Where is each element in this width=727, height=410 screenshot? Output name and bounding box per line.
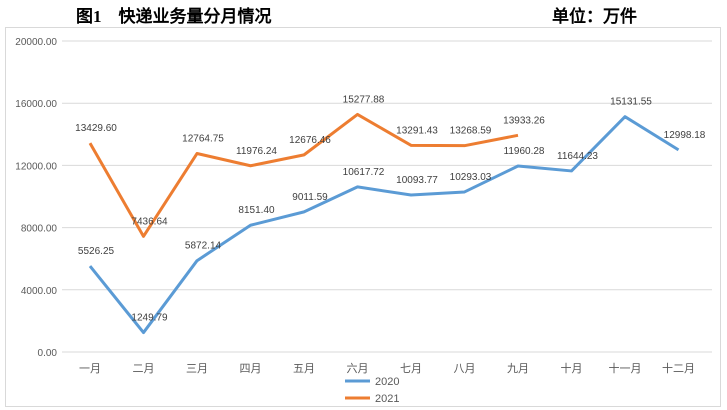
series-line-2020 xyxy=(88,115,680,335)
data-label: 12998.18 xyxy=(664,130,706,141)
x-tick-label: 二月 xyxy=(133,363,155,375)
x-tick-label: 十二月 xyxy=(662,361,695,375)
y-tick-label: 0.00 xyxy=(38,348,58,359)
data-label: 9011.59 xyxy=(292,192,328,203)
y-tick-label: 16000.00 xyxy=(15,99,57,110)
data-label: 13429.60 xyxy=(75,123,117,134)
data-label: 13933.26 xyxy=(503,115,545,126)
x-tick-label: 五月 xyxy=(293,363,315,375)
y-tick-label: 12000.00 xyxy=(15,161,57,172)
chart-frame xyxy=(5,27,721,407)
data-label: 10093.77 xyxy=(396,175,438,186)
data-label: 11960.28 xyxy=(504,146,545,157)
x-tick-label: 三月 xyxy=(186,363,208,375)
chart-title: 图1 快递业务量分月情况 xyxy=(76,7,272,26)
x-tick-label: 四月 xyxy=(240,363,262,375)
y-tick-label: 20000.00 xyxy=(15,37,57,48)
x-tick-label: 十一月 xyxy=(609,361,642,375)
unit-label: 单位：万件 xyxy=(552,7,637,26)
data-label: 1249.79 xyxy=(131,313,168,324)
data-label: 10293.03 xyxy=(450,172,492,183)
data-label: 15131.55 xyxy=(610,97,652,108)
data-label: 12676.46 xyxy=(289,135,331,146)
x-tick-label: 一月 xyxy=(79,363,101,375)
x-tick-label: 十月 xyxy=(561,361,583,375)
data-label: 8151.40 xyxy=(238,205,275,216)
series-line-2021 xyxy=(88,112,519,238)
x-tick-label: 九月 xyxy=(507,362,529,375)
data-label: 5526.25 xyxy=(78,246,115,257)
data-label: 7436.64 xyxy=(131,216,168,227)
legend-label: 2020 xyxy=(375,376,399,388)
data-label: 10617.72 xyxy=(343,167,385,178)
legend-label: 2021 xyxy=(375,393,399,405)
x-tick-label: 七月 xyxy=(400,362,422,375)
data-label: 13291.43 xyxy=(396,125,438,136)
data-label: 12764.75 xyxy=(182,134,224,145)
data-label: 11644.23 xyxy=(557,151,598,162)
data-label: 11976.24 xyxy=(236,146,277,157)
data-label: 13268.59 xyxy=(450,126,492,137)
y-tick-label: 8000.00 xyxy=(21,224,58,235)
x-tick-label: 八月 xyxy=(454,363,476,375)
x-tick-label: 六月 xyxy=(347,362,369,375)
data-label: 15277.88 xyxy=(343,94,385,105)
y-tick-label: 4000.00 xyxy=(21,286,58,297)
data-label: 5872.14 xyxy=(185,241,222,252)
